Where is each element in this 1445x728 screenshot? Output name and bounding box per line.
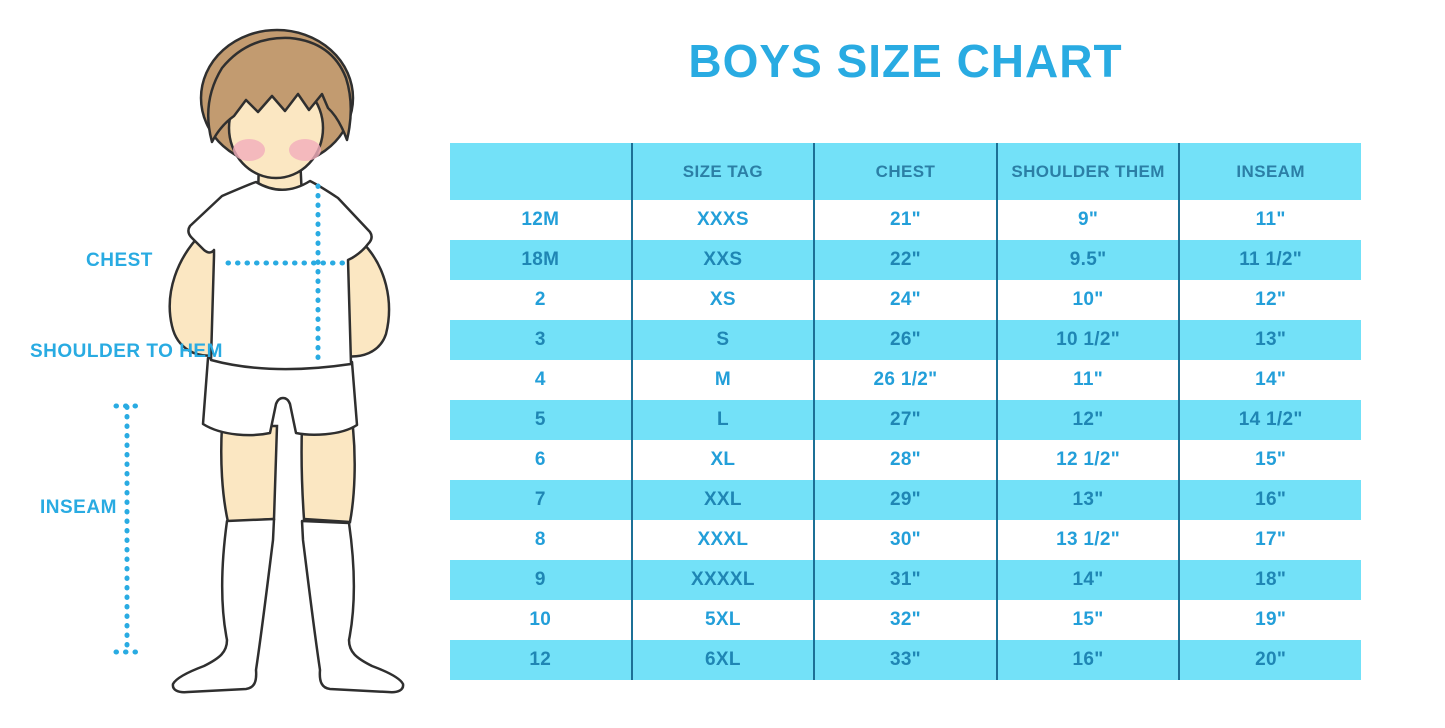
table-cell: 26" (813, 320, 996, 360)
size-table: SIZE TAG CHEST SHOULDER THEM INSEAM 12M XXXS… (450, 143, 1361, 680)
page-title: BOYS SIZE CHART (688, 35, 1123, 87)
table-cell: 29" (813, 480, 996, 520)
boy-figure-drawing (113, 28, 405, 694)
column-header-shoulder-them: SHOULDER THEM (995, 143, 1179, 200)
table-cell: 18M (521, 249, 560, 270)
inseam-label: INSEAM (40, 497, 117, 518)
table-cell: 11" (1178, 200, 1361, 240)
table-cell: 17" (1178, 520, 1361, 560)
column-header-blank (450, 143, 631, 200)
left-thigh (220, 424, 279, 524)
table-cell: 6 (534, 449, 546, 470)
table-cell: XL (630, 440, 814, 480)
table-row: 4 M 26 1/2" 11" 14" (450, 360, 1361, 400)
table-cell: 3 (534, 329, 546, 350)
table-cell: 26 1/2" (813, 360, 996, 400)
table-cell: 12 (529, 649, 552, 670)
table-cell: 9" (995, 200, 1179, 240)
t-shirt (187, 179, 373, 371)
table-row: 18M XXS 22" 9.5" 11 1/2" (450, 240, 1361, 280)
table-row: 2 XS 24" 10" 12" (450, 280, 1361, 320)
shorts (201, 356, 359, 437)
table-cell: XXL (630, 480, 814, 520)
table-cell: 16" (995, 640, 1179, 680)
table-cell: 13" (995, 480, 1179, 520)
table-cell: 15" (995, 600, 1179, 640)
table-cell: 24" (813, 280, 996, 320)
table-cell: 10" (995, 280, 1179, 320)
left-arm (168, 233, 224, 357)
table-cell: 33" (813, 640, 996, 680)
left-cheek (233, 139, 265, 161)
table-cell: XXXXL (630, 560, 814, 600)
table-row: 12 6XL 33" 16" 20" (450, 640, 1361, 680)
table-cell: 12" (1178, 280, 1361, 320)
table-cell: L (630, 400, 814, 440)
table-row: 6 XL 28" 12 1/2" 15" (450, 440, 1361, 480)
right-sock (300, 519, 405, 694)
table-cell: 14" (995, 560, 1179, 600)
table-cell: 15" (1178, 440, 1361, 480)
table-cell: XS (630, 280, 814, 320)
table-cell: 13 1/2" (995, 520, 1179, 560)
table-cell: 11" (995, 360, 1179, 400)
table-cell: 10 1/2" (995, 320, 1179, 360)
table-cell: 9.5" (995, 240, 1179, 280)
table-cell: 14" (1178, 360, 1361, 400)
table-row: 7 XXL 29" 13" 16" (450, 480, 1361, 520)
table-cell: 5XL (630, 600, 814, 640)
table-cell: 16" (1178, 480, 1361, 520)
table-cell: XXXS (630, 200, 814, 240)
table-cell: 12M (521, 209, 560, 230)
right-cheek (289, 139, 321, 161)
table-cell: 21" (813, 200, 996, 240)
table-cell: 18" (1178, 560, 1361, 600)
hair-fringe (206, 36, 352, 144)
column-header-inseam: INSEAM (1178, 143, 1361, 200)
table-cell: 20" (1178, 640, 1361, 680)
table-cell: 7 (534, 489, 546, 510)
table-cell: 12 1/2" (995, 440, 1179, 480)
table-cell: 19" (1178, 600, 1361, 640)
table-cell: 13" (1178, 320, 1361, 360)
size-table-body: 12M XXXS 21" 9" 11" 18M XXS 22" 9.5" 11 1/2" 2 XS 24… (450, 200, 1361, 680)
table-cell: M (630, 360, 814, 400)
right-thigh (300, 424, 356, 524)
table-cell: 28" (813, 440, 996, 480)
table-cell: 10 (529, 609, 552, 630)
table-row: 8 XXXL 30" 13 1/2" 17" (450, 520, 1361, 560)
table-cell: 12" (995, 400, 1179, 440)
left-sock (171, 517, 276, 694)
shoulder-to-hem-label: SHOULDER TO HEM (30, 341, 223, 362)
size-table-header: SIZE TAG CHEST SHOULDER THEM INSEAM (450, 143, 1361, 200)
table-row: 10 5XL 32" 15" 19" (450, 600, 1361, 640)
table-cell: 27" (813, 400, 996, 440)
column-header-size-tag: SIZE TAG (630, 143, 814, 200)
table-row: 12M XXXS 21" 9" 11" (450, 200, 1361, 240)
table-cell: 5 (534, 409, 546, 430)
boy-measurement-illustration (0, 0, 450, 723)
table-cell: XXS (630, 240, 814, 280)
table-row: 3 S 26" 10 1/2" 13" (450, 320, 1361, 360)
table-cell: S (630, 320, 814, 360)
table-cell: 32" (813, 600, 996, 640)
table-row: 9 XXXXL 31" 14" 18" (450, 560, 1361, 600)
table-cell: 31" (813, 560, 996, 600)
table-cell: 30" (813, 520, 996, 560)
table-cell: 14 1/2" (1178, 400, 1361, 440)
table-cell: 6XL (630, 640, 814, 680)
table-cell: 8 (534, 529, 546, 550)
table-cell: XXXL (630, 520, 814, 560)
table-cell: 22" (813, 240, 996, 280)
table-cell: 2 (534, 289, 546, 310)
column-header-chest: CHEST (813, 143, 996, 200)
table-cell: 11 1/2" (1178, 240, 1361, 280)
table-cell: 4 (534, 369, 546, 390)
chest-label: CHEST (86, 250, 153, 271)
table-row: 5 L 27" 12" 14 1/2" (450, 400, 1361, 440)
table-cell: 9 (534, 569, 546, 590)
